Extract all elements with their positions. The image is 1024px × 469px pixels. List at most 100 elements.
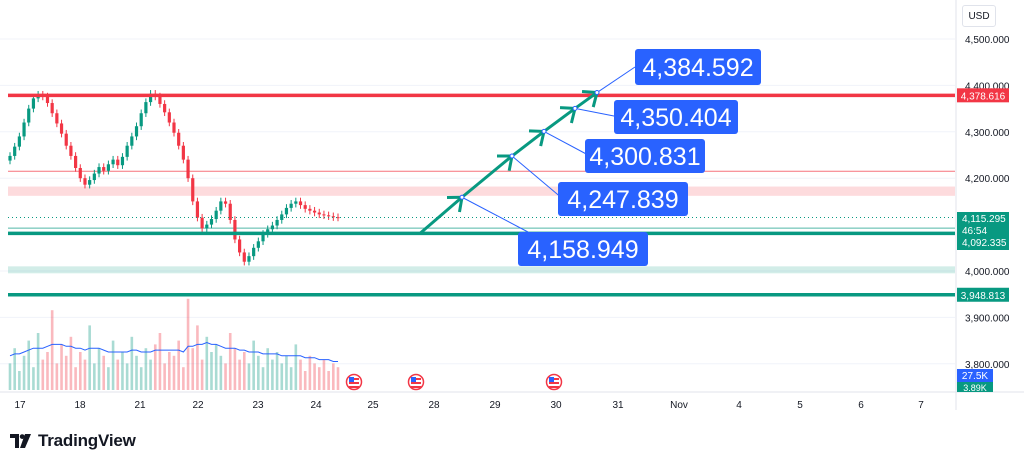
volume-bar [69, 336, 73, 390]
candle-body [195, 201, 200, 218]
callout-box [558, 182, 688, 216]
candle-body [289, 203, 293, 208]
candle-body [134, 126, 139, 137]
candle-body [327, 215, 331, 217]
flag-stripe [549, 386, 559, 388]
volume-bar [289, 367, 293, 390]
y-tick-label: 4,200.000 [965, 174, 1010, 185]
volume-bar [294, 344, 298, 390]
volume-bar [210, 352, 213, 390]
currency-selector[interactable]: USD [962, 5, 996, 27]
volume-bar [275, 352, 279, 390]
y-tick-label: 3,900.000 [965, 313, 1010, 324]
volume-bar [280, 363, 284, 390]
tradingview-brand[interactable]: TradingView [10, 430, 136, 452]
volume-label: 3.89K [963, 383, 987, 393]
volume-bar [177, 340, 180, 390]
tradingview-logo-icon [10, 434, 31, 448]
volume-bar [163, 363, 166, 390]
x-tick-label: 24 [310, 400, 322, 411]
volume-bar [219, 355, 223, 390]
volume-bar [317, 367, 321, 390]
callout-label: 4,384.592 [642, 54, 753, 82]
callout-leader [511, 155, 564, 200]
volume-bar [46, 352, 49, 390]
candle-body [102, 167, 106, 171]
us-flag-icon [345, 373, 363, 391]
resistance-price-tag [957, 88, 1009, 103]
x-tick-label: 21 [134, 400, 146, 411]
x-tick-label: 23 [252, 400, 264, 411]
volume-bar [303, 371, 307, 390]
volume-bar [149, 359, 152, 390]
candle-body [45, 96, 50, 104]
volume-bar [139, 367, 143, 390]
candle-body [331, 216, 335, 218]
volume-bar [233, 348, 237, 390]
candle-body [219, 201, 223, 211]
volume-bar [36, 333, 40, 390]
candle-body [158, 96, 162, 104]
support-price-tag [957, 287, 1009, 302]
candle-body [294, 201, 298, 204]
projection-segment [543, 107, 576, 133]
candle-body [270, 225, 274, 230]
volume-bar [332, 363, 335, 390]
candle-body [261, 233, 265, 242]
flag-canton [349, 377, 354, 382]
callout-anchor [509, 153, 515, 159]
candle-body [144, 102, 148, 114]
volume-bar [327, 371, 330, 390]
callout-anchor [572, 105, 578, 111]
candle-body [125, 145, 129, 157]
last-price-label: 4,115.295 [962, 214, 1006, 225]
callout-label: 4,350.404 [620, 104, 731, 132]
y-tick-label: 4,500.000 [965, 35, 1010, 46]
volume-bar [247, 363, 251, 390]
volume-bar [32, 367, 35, 390]
grid [0, 0, 1024, 410]
x-tick-label: 25 [367, 400, 379, 411]
us-flag-icon [545, 373, 563, 391]
volume-bar [285, 355, 288, 390]
candle-body [31, 98, 36, 109]
volume-bar [22, 355, 26, 390]
candle-body [284, 207, 289, 215]
projection-segment [461, 154, 513, 199]
volume-bar [13, 348, 16, 390]
y-tick-label: 3,800.000 [965, 360, 1010, 371]
candle-body [252, 247, 256, 257]
volume-bar [144, 348, 148, 390]
volume-bar [257, 355, 260, 390]
callout-label: 4,247.839 [567, 186, 678, 214]
volume-bar [228, 333, 232, 390]
candle-body [22, 122, 26, 137]
volume-bar [93, 363, 96, 390]
volume-bar [242, 352, 246, 390]
flag-canton [549, 377, 554, 382]
projection-segment [419, 196, 463, 235]
volume-bar [27, 340, 31, 390]
resistance-price-label: 4,378.616 [961, 91, 1006, 102]
candle-body [238, 239, 242, 253]
volume-bar [78, 352, 82, 390]
x-tick-label: 5 [797, 400, 803, 411]
candle-body [74, 155, 78, 168]
volume-bar [172, 355, 176, 390]
candle-body [13, 146, 17, 156]
volume-bar [102, 355, 106, 390]
volume-bar [182, 367, 185, 390]
callout-anchor [541, 128, 547, 134]
flag-canton [411, 377, 416, 382]
events [345, 373, 563, 391]
candle-body [106, 164, 110, 171]
candle-body [17, 136, 21, 147]
volume-bar [214, 344, 218, 390]
volume-bar [60, 344, 63, 390]
volume-bar [261, 367, 265, 390]
flag-stripe [349, 382, 359, 384]
countdown-label: 46:54 [962, 226, 987, 237]
callout-label: 4,158.949 [527, 236, 638, 264]
